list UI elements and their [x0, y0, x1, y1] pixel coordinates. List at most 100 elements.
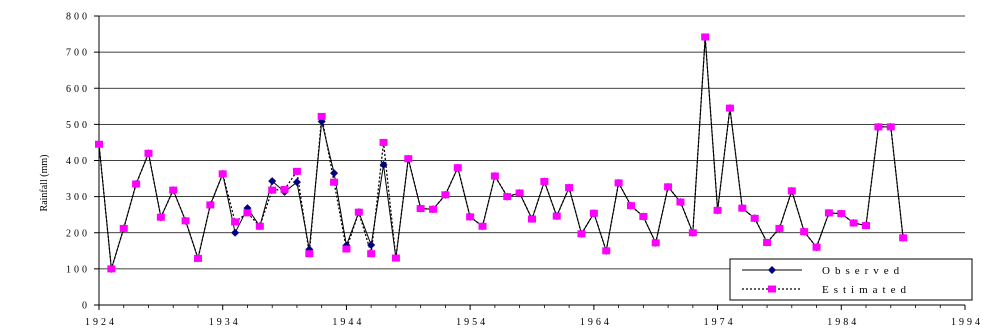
y-tick-label: 800	[66, 12, 90, 23]
x-tick-label: 1934	[209, 317, 241, 328]
legend-estimated-marker	[768, 285, 776, 293]
observed-point	[379, 160, 388, 169]
series-line-estimated	[98, 36, 904, 270]
estimated-point	[169, 186, 178, 194]
estimated-point	[639, 212, 648, 220]
tick-labels: 0 100 200 300 400 500 600 700 800 1924 1934 1944 195…	[66, 12, 983, 329]
estimated-point	[837, 210, 846, 218]
x-tick-label: 1984	[827, 317, 859, 328]
y-tick-label: 100	[66, 264, 90, 275]
legend-label-estimated: Estimated	[822, 284, 911, 296]
legend-observed-marker	[768, 266, 776, 274]
estimated-point	[243, 209, 252, 217]
estimated-point	[231, 218, 240, 226]
estimated-point	[589, 209, 598, 217]
estimated-point	[206, 201, 215, 209]
estimated-point	[577, 230, 586, 238]
x-tick-label: 1944	[332, 317, 364, 328]
estimated-point	[552, 212, 561, 220]
estimated-point	[886, 123, 895, 131]
legend-box	[729, 258, 973, 301]
y-tick-label: 500	[66, 120, 90, 131]
observed-point	[268, 177, 277, 186]
y-tick-label: 600	[66, 84, 90, 95]
estimated-point	[429, 205, 438, 213]
estimated-point	[874, 123, 883, 131]
estimated-point	[354, 208, 363, 216]
estimated-point	[824, 209, 833, 217]
estimated-point	[614, 179, 623, 187]
estimated-point	[738, 204, 747, 212]
series-line-observed	[98, 37, 904, 270]
x-tick-label: 1964	[580, 317, 612, 328]
estimated-point	[787, 187, 796, 195]
y-tick-label: 0	[82, 301, 90, 312]
estimated-point	[651, 239, 660, 247]
gridlines	[99, 15, 965, 270]
estimated-point	[899, 234, 908, 242]
estimated-point	[701, 33, 710, 41]
estimated-point	[775, 224, 784, 232]
estimated-point	[218, 170, 227, 178]
y-tick-label: 200	[66, 228, 90, 239]
estimated-point	[193, 254, 202, 262]
axes	[94, 15, 966, 310]
estimated-point	[503, 193, 512, 201]
estimated-point	[305, 250, 314, 258]
estimated-point	[317, 112, 326, 120]
estimated-point	[156, 213, 165, 221]
estimated-point	[330, 178, 339, 186]
legend-label-observed: Observed	[822, 265, 904, 277]
y-tick-label: 700	[66, 48, 90, 59]
legend: Observed Estimated	[729, 258, 973, 301]
estimated-point	[528, 215, 536, 223]
estimated-point	[453, 164, 462, 172]
estimated-point	[750, 214, 759, 222]
estimated-point	[255, 222, 264, 230]
estimated-point	[849, 219, 858, 227]
x-tick-label: 1924	[85, 317, 117, 328]
estimated-point	[268, 186, 277, 194]
estimated-point	[95, 140, 103, 148]
estimated-point	[342, 245, 351, 253]
estimated-point	[441, 191, 450, 199]
estimated-point	[626, 202, 635, 210]
estimated-point	[132, 180, 141, 188]
estimated-point	[565, 184, 574, 192]
estimated-point	[107, 265, 116, 273]
estimated-point	[713, 206, 722, 214]
estimated-point	[676, 198, 685, 206]
estimated-point	[800, 228, 809, 236]
observed-point	[231, 228, 240, 237]
estimated-point	[144, 149, 153, 157]
estimated-point	[478, 222, 487, 230]
estimated-point	[725, 104, 734, 112]
estimated-point	[862, 222, 871, 230]
x-tick-label: 1994	[951, 317, 983, 328]
series	[95, 33, 908, 273]
x-tick-label: 1954	[456, 317, 488, 328]
estimated-point	[602, 247, 611, 255]
estimated-point	[812, 243, 821, 251]
observed-point	[330, 169, 339, 178]
estimated-point	[404, 155, 413, 163]
estimated-point	[540, 177, 549, 185]
estimated-point	[664, 183, 673, 191]
estimated-point	[391, 254, 400, 262]
estimated-point	[490, 172, 499, 180]
observed-point	[367, 241, 376, 250]
estimated-point	[280, 185, 289, 193]
estimated-point	[466, 213, 475, 221]
y-tick-label: 300	[66, 192, 90, 203]
estimated-point	[367, 250, 376, 258]
y-axis-title: Rainfall (mm)	[39, 155, 50, 212]
estimated-point	[688, 229, 697, 237]
estimated-point	[181, 217, 190, 225]
observed-point	[292, 178, 301, 187]
estimated-point	[416, 205, 425, 213]
estimated-point	[379, 138, 388, 146]
y-tick-label: 400	[66, 156, 90, 167]
estimated-point	[763, 239, 772, 247]
estimated-point	[292, 167, 301, 175]
